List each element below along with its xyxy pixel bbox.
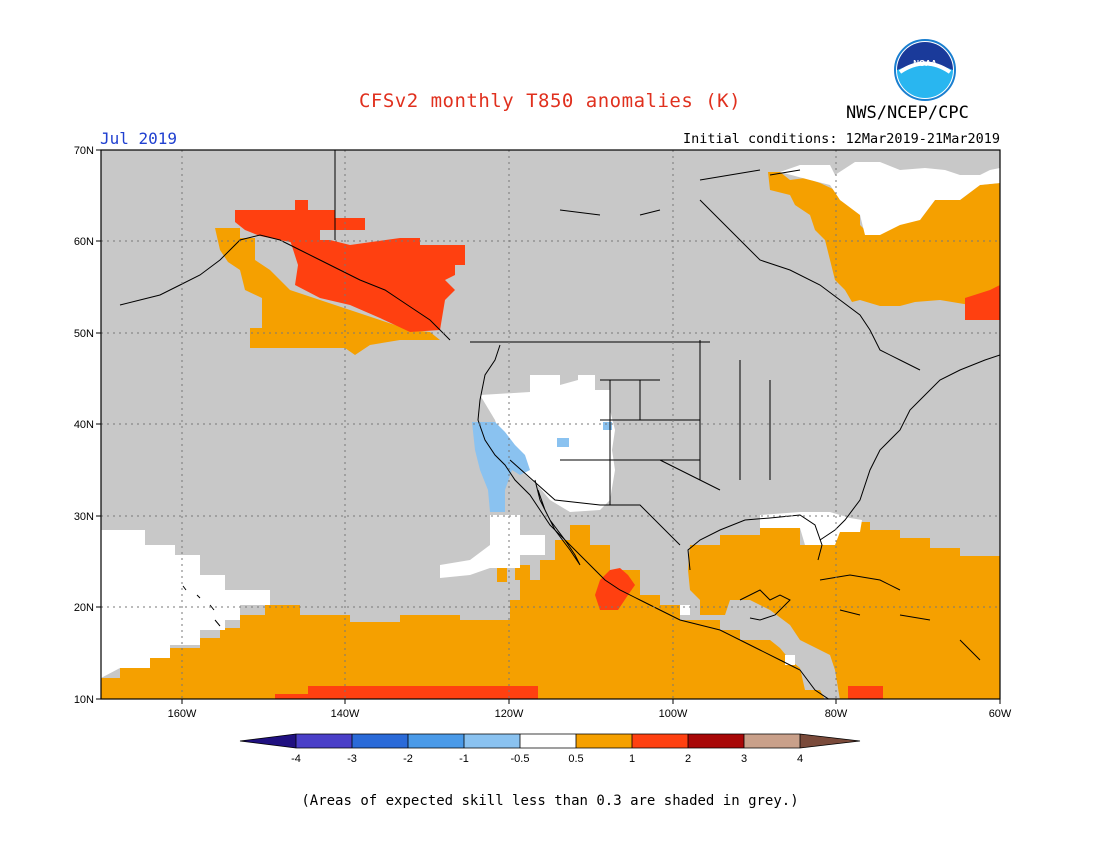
anomaly-negative-0.5-1 [472,422,612,512]
colorbar-swatch-n3-n2 [352,734,408,748]
lon-label-140w: 140W [331,708,360,720]
colorbar-label: 1 [629,753,635,765]
lat-label-60n: 60N [74,236,94,248]
lon-label-160w: 160W [168,708,197,720]
colorbar-label: 4 [797,753,803,765]
colorbar-swatch-05-1 [576,734,632,748]
lon-label-80w: 80W [825,708,848,720]
colorbar-swatch-n2-n1 [408,734,464,748]
graticule [101,150,1000,699]
lat-label-20n: 20N [74,602,94,614]
logo-text: NOAA [913,59,937,68]
noaa-logo: NOAA [894,39,956,101]
colorbar-swatch-neutral [520,734,576,748]
lon-label-120w: 120W [495,708,524,720]
initial-conditions: Initial conditions: 12Mar2019-21Mar2019 [683,131,1000,147]
anomaly-positive-1-2 [235,200,1000,699]
lon-label-60w: 60W [989,708,1012,720]
colorbar-swatch-n4-n3 [296,734,352,748]
map-title: CFSv2 monthly T850 anomalies (K) [358,90,742,112]
lat-label-10n: 10N [74,694,94,706]
lon-label-100w: 100W [659,708,688,720]
lat-label-70n: 70N [74,145,94,157]
colorbar-label: 0.5 [568,753,583,765]
colorbar-swatch-1-2 [632,734,688,748]
colorbar-swatch-3-4 [744,734,800,748]
colorbar-left-arrow [240,734,296,748]
lat-label-30n: 30N [74,511,94,523]
colorbar-label: -2 [403,753,413,765]
coastlines [119,150,1000,699]
colorbar-swatch-2-3 [688,734,744,748]
lat-label-50n: 50N [74,328,94,340]
colorbar-label: 3 [741,753,747,765]
colorbar-right-arrow [800,734,860,748]
colorbar-label: -4 [291,753,301,765]
lat-label-40n: 40N [74,419,94,431]
colorbar-label: -0.5 [511,753,530,765]
colorbar-swatch-n1-n05 [464,734,520,748]
agency-label: NWS/NCEP/CPC [846,103,969,123]
caption: (Areas of expected skill less than 0.3 a… [301,793,799,809]
anomaly-neutral [101,162,1000,678]
colorbar: -4 -3 -2 -1 -0.5 0.5 1 2 3 4 [239,733,861,765]
colorbar-label: -3 [347,753,357,765]
axis-ticks [96,149,1001,704]
forecast-month: Jul 2019 [100,129,178,148]
colorbar-label: -1 [459,753,469,765]
colorbar-label: 2 [685,753,691,765]
